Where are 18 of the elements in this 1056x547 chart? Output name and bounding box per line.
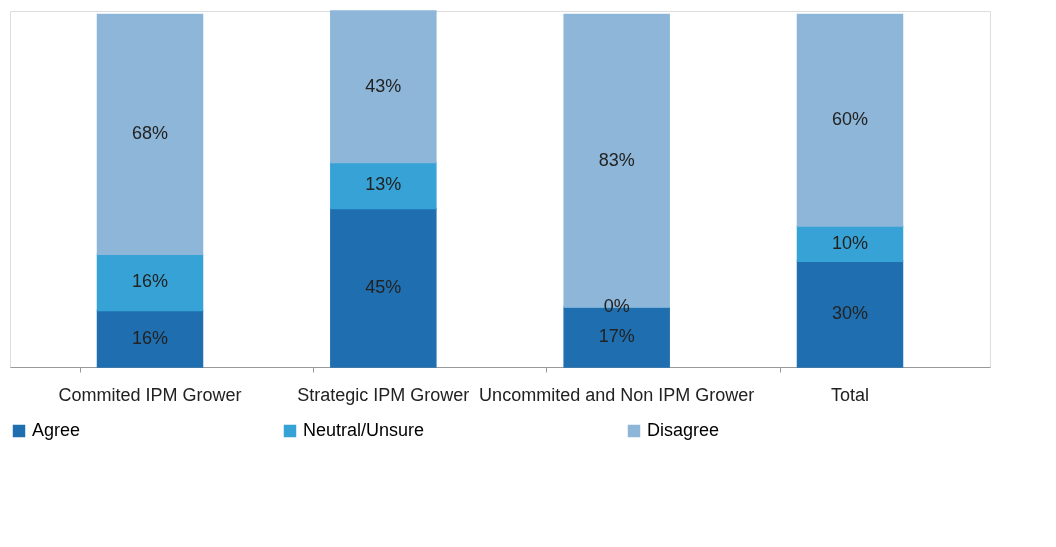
x-tick-label: Strategic IPM Grower [297, 384, 470, 405]
legend-label: Agree [32, 420, 81, 440]
data-label: 17% [598, 326, 635, 347]
legend-label: Neutral/Unsure [303, 420, 425, 440]
x-tick-label: Uncommited and Non IPM Grower [479, 384, 755, 405]
data-label: 68% [131, 123, 169, 144]
data-label: 60% [831, 109, 869, 130]
legend-label: Disagree [647, 420, 720, 440]
data-label: 16% [131, 271, 169, 292]
data-label: 30% [831, 303, 869, 324]
data-label: 16% [131, 327, 169, 348]
x-tick-label: Total [830, 384, 870, 405]
data-label: 45% [365, 276, 402, 297]
data-label: 83% [598, 149, 635, 170]
x-tick-label: Commited IPM Grower [58, 384, 242, 405]
data-label: 10% [831, 232, 869, 253]
data-label: 43% [365, 75, 402, 96]
data-label: 13% [365, 174, 402, 195]
